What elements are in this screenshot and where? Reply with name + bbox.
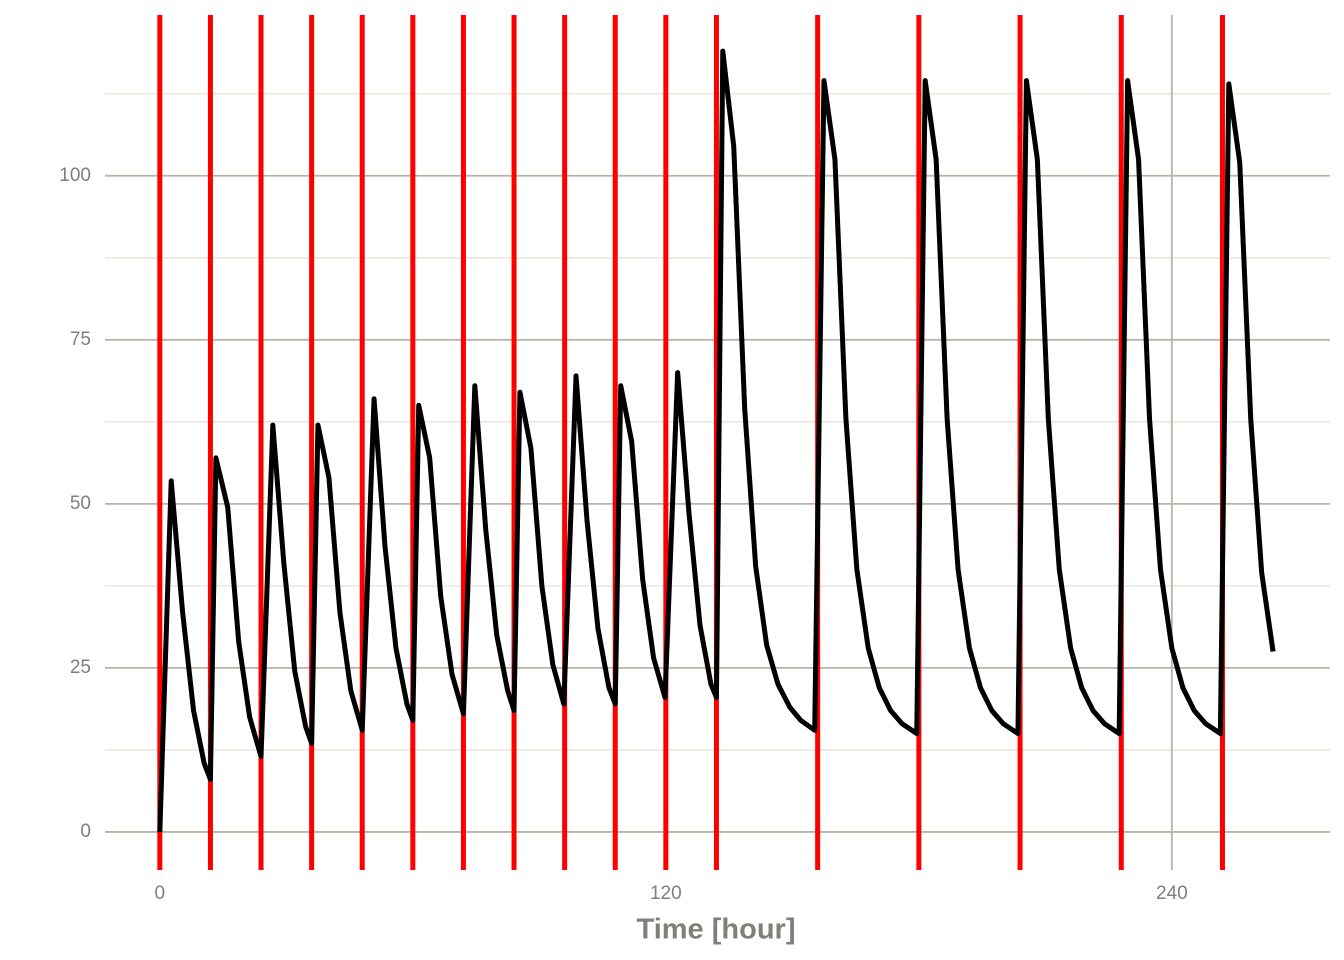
ticks: 0 25 50 75 100 0 120 240 [59, 165, 1187, 904]
x-tick-label: 120 [650, 883, 682, 904]
y-tick-label: 0 [80, 821, 91, 842]
y-tick-label: 25 [70, 657, 91, 678]
y-tick-label: 100 [59, 165, 91, 186]
lines [157, 48, 1276, 833]
y-tick-label: 50 [70, 493, 91, 514]
x-tick-label: 240 [1156, 883, 1188, 904]
x-axis-title: Time [hour] [637, 914, 796, 946]
y-tick-label: 75 [70, 329, 91, 350]
series-line [157, 48, 1276, 833]
x-tick-label: 0 [155, 883, 166, 904]
